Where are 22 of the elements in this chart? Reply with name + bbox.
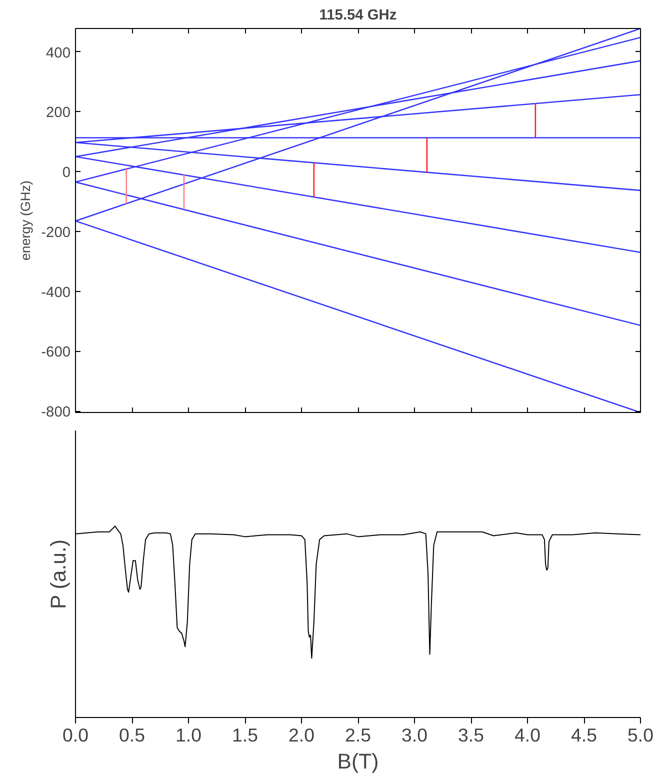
y-tick-label: -600: [41, 344, 71, 361]
y-axis-title: P (a.u.): [46, 539, 70, 609]
x-tick-label: 5.0: [628, 724, 654, 746]
y-axis-title: energy (GHz): [18, 180, 34, 260]
x-tick-label: 0.5: [119, 724, 145, 746]
x-tick-label: 1.0: [176, 724, 202, 746]
y-tick-label: -800: [41, 404, 71, 421]
x-tick-label: 4.5: [571, 724, 597, 746]
x-tick-label: 3.5: [458, 724, 484, 746]
chart-title: 115.54 GHz: [319, 8, 397, 24]
x-tick-label: 1.5: [232, 724, 258, 746]
x-axis-title: B(T): [337, 750, 379, 774]
y-tick-label: 0: [62, 165, 71, 182]
x-tick-label: 2.5: [345, 724, 371, 746]
y-tick-label: -200: [41, 224, 71, 241]
y-tick-label: 200: [46, 105, 71, 122]
x-tick-label: 0.0: [62, 724, 88, 746]
x-tick-label: 2.0: [288, 724, 314, 746]
x-tick-label: 3.0: [402, 724, 428, 746]
y-tick-label: 400: [46, 45, 71, 62]
y-tick-label: -400: [41, 284, 71, 301]
x-tick-label: 4.0: [514, 724, 540, 746]
